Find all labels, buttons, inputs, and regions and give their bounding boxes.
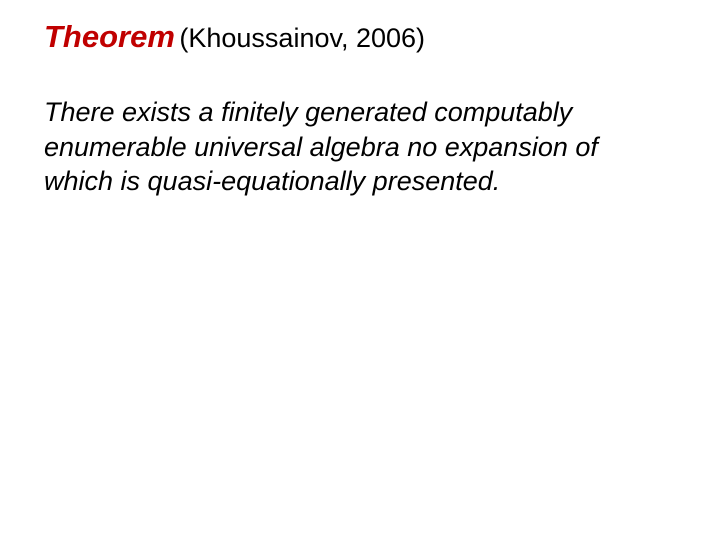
theorem-label: Theorem [44, 19, 175, 54]
theorem-statement: There exists a finitely generated comput… [44, 95, 664, 199]
theorem-citation: (Khoussainov, 2006) [179, 23, 425, 53]
theorem-heading: Theorem (Khoussainov, 2006) [44, 18, 676, 55]
slide: Theorem (Khoussainov, 2006) There exists… [0, 0, 720, 540]
